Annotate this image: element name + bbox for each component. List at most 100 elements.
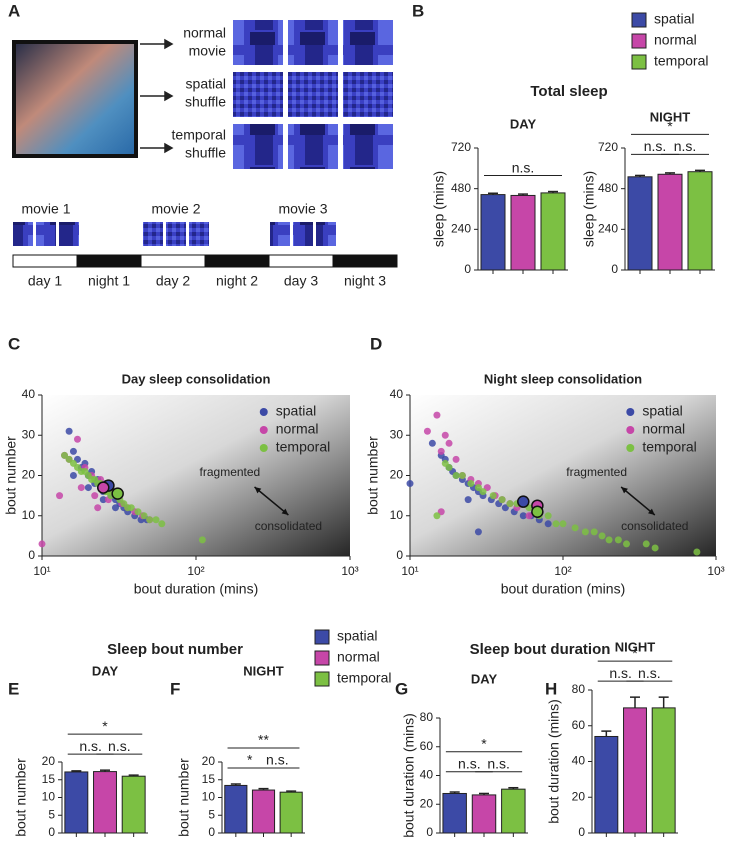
y-tick-label: 40 [420,768,434,782]
point [140,512,148,520]
y-tick-label: 80 [420,710,434,724]
heading: Total sleep [530,83,607,100]
chart-title: DAY [471,671,498,686]
y-tick-label: 5 [48,807,55,821]
legend-swatch [631,54,647,70]
y-tick-label: 10 [42,790,56,804]
significance-label: ** [258,732,269,748]
y-tick-label: 10 [390,508,404,522]
point [474,484,482,492]
bar [442,792,467,834]
significance-label: * [481,735,487,751]
arrow-head [254,487,262,494]
legend-label: spatial [337,628,377,644]
legend-marker [626,408,635,416]
y-tick-label: 60 [572,718,586,732]
point [433,411,441,419]
point [479,488,487,496]
period-block [12,254,78,268]
significance-label: * [667,118,673,134]
y-tick-label: 20 [420,796,434,810]
bar [64,771,89,834]
point [423,427,431,435]
point [428,439,436,447]
y-axis-label: sleep (mins) [581,171,597,247]
bar [657,173,683,271]
point [544,520,552,528]
period-label: night 2 [216,273,258,289]
legend-label: spatial [654,11,694,27]
significance-label: * [247,752,253,768]
bar [623,707,647,834]
point [437,447,445,455]
annotation-arrow [620,486,656,516]
point [605,536,613,544]
panel-label: E [8,679,19,698]
y-tick-label: 15 [202,772,216,786]
point [38,540,46,548]
panel-label: C [8,334,20,353]
legend-marker [259,408,268,416]
y-tick-label: 240 [598,222,618,236]
legend-label: normal [654,32,697,48]
point [158,520,166,528]
y-axis-label: bout number [365,436,381,515]
annotation: fragmented [566,465,627,479]
legend-label: temporal [642,439,696,455]
y-axis-label: bout duration (mins) [401,713,417,838]
legend-swatch [631,33,647,49]
x-axis-label: bout duration (mins) [501,581,626,597]
y-axis-label: bout number [3,436,19,515]
point [73,435,81,443]
period-label: day 1 [28,273,62,289]
period-block [204,254,270,268]
point [544,512,552,520]
arrow-head [281,508,289,515]
y-tick-label: 720 [598,140,618,154]
period-label: day 2 [156,273,190,289]
point [445,463,453,471]
point [590,528,598,536]
significance-label: n.s. [638,665,661,681]
y-tick-label: 5 [208,807,215,821]
legend-swatch [631,12,647,28]
point [598,532,606,540]
point [489,492,497,500]
movie-still [16,44,134,154]
point [198,536,206,544]
chart-title: NIGHT [243,663,284,678]
point [525,512,533,520]
y-axis-label: bout number [13,758,29,837]
panel-label: B [412,1,424,20]
point [571,524,579,532]
point [519,512,527,520]
chart-title: Night sleep consolidation [484,371,642,386]
annotation: consolidated [255,519,322,533]
point [445,439,453,447]
point [111,504,119,512]
point [467,480,475,488]
significance-label: n.s. [512,159,535,175]
period-label: day 3 [284,273,318,289]
point [441,431,449,439]
mean-point [97,481,110,494]
period-label: night 1 [88,273,130,289]
x-tick-label: 10¹ [401,564,418,578]
bar [510,194,536,271]
point [94,504,102,512]
significance-label: * [102,718,108,734]
bar [651,707,676,834]
y-tick-label: 0 [578,825,585,839]
point [84,484,92,492]
period-block [140,254,206,268]
annotation: fragmented [200,465,261,479]
x-tick-label: 10¹ [33,564,50,578]
significance-label: * [632,645,638,661]
y-axis-label: sleep (mins) [431,171,447,247]
point [452,455,460,463]
point [77,484,85,492]
period-block [332,254,398,268]
y-tick-label: 20 [22,468,36,482]
x-tick-label: 10² [187,564,204,578]
condition-label: shuffle [185,94,226,110]
